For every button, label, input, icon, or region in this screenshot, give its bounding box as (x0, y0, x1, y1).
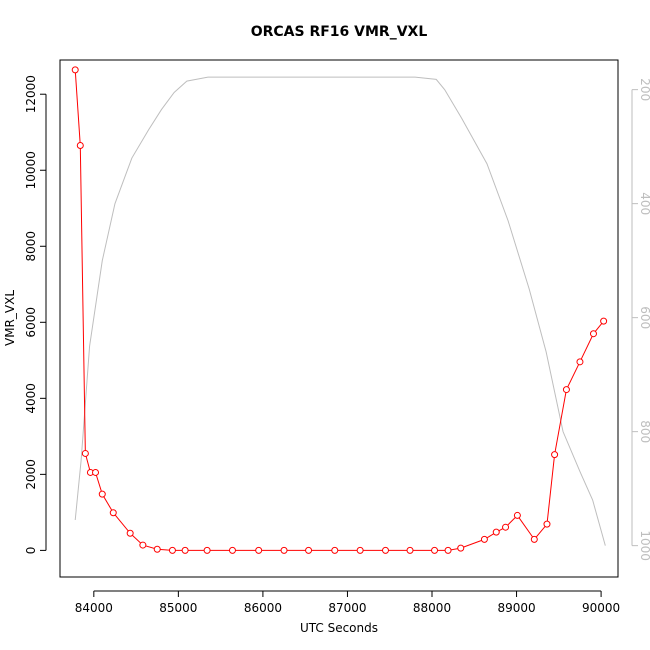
vmr-point (543, 520, 551, 528)
y-tick-label: 6000 (24, 307, 38, 338)
x-tick-label: 90000 (582, 601, 620, 615)
vmr-point (551, 451, 559, 459)
vmr-point (492, 528, 500, 536)
vmr-point (431, 546, 439, 554)
y2-tick-label: 1000 (638, 530, 650, 561)
vmr-point (280, 546, 288, 554)
chart-title: ORCAS RF16 VMR_VXL (251, 24, 428, 40)
vmr-point (81, 449, 89, 457)
vmr-point (71, 66, 79, 74)
y2-tick-label: 200 (638, 78, 650, 101)
y2-tick-label: 800 (638, 420, 650, 443)
x-tick-label: 85000 (159, 601, 197, 615)
vmr-point (98, 490, 106, 498)
y-axis: 0 2000 4000 6000 8000 10000 12000 (24, 75, 47, 555)
y-tick-label: 0 (24, 547, 38, 555)
vmr-point (153, 545, 161, 553)
x-tick-label: 84000 (75, 601, 113, 615)
plot-frame (59, 59, 619, 578)
y-tick-label: 10000 (24, 151, 38, 189)
vmr-point (457, 544, 465, 552)
vmr-point (480, 535, 488, 543)
pressure-line (74, 76, 606, 546)
x-tick-label: 86000 (244, 601, 282, 615)
y2-tick-label: 400 (638, 192, 650, 215)
vmr-point (168, 546, 176, 554)
vmr-point (109, 509, 117, 517)
y-tick-label: 2000 (24, 459, 38, 490)
vmr-point (530, 535, 538, 543)
vmr-point (600, 317, 608, 325)
y-tick-label: 12000 (24, 75, 38, 113)
vmr-point (76, 142, 84, 150)
vmr-point (576, 358, 584, 366)
vmr-point (513, 511, 521, 519)
x-tick-label: 89000 (497, 601, 535, 615)
y-tick-label: 4000 (24, 383, 38, 414)
vmr-point (382, 546, 389, 554)
vmr-point (92, 468, 100, 476)
series-layer (71, 66, 608, 554)
vmr-point (126, 529, 134, 537)
vmr-point (139, 541, 147, 549)
vmr-point (181, 546, 189, 554)
x-axis-label: UTC Seconds (300, 621, 378, 635)
vmr-point (356, 546, 364, 554)
y2-tick-label: 600 (638, 306, 650, 329)
vmr-point (502, 523, 510, 531)
vmr-point (562, 386, 570, 394)
vmr-point (444, 546, 452, 554)
vmr-point (203, 546, 211, 554)
x-tick-label: 87000 (328, 601, 366, 615)
y2-axis: 200 400 600 800 1000 (631, 78, 650, 561)
vmr-point (228, 546, 236, 554)
vmr-point (305, 546, 313, 554)
y-tick-label: 8000 (24, 231, 38, 262)
x-tick-label: 88000 (413, 601, 451, 615)
y-axis-label: VMR_VXL (3, 290, 17, 346)
vmr-point (406, 546, 414, 554)
vmr-point (331, 546, 339, 554)
vmr-point (589, 330, 597, 338)
vmr-line (74, 69, 605, 551)
x-axis: 84000 85000 86000 87000 88000 89000 90000 (75, 590, 620, 615)
vmr-point (255, 546, 263, 554)
